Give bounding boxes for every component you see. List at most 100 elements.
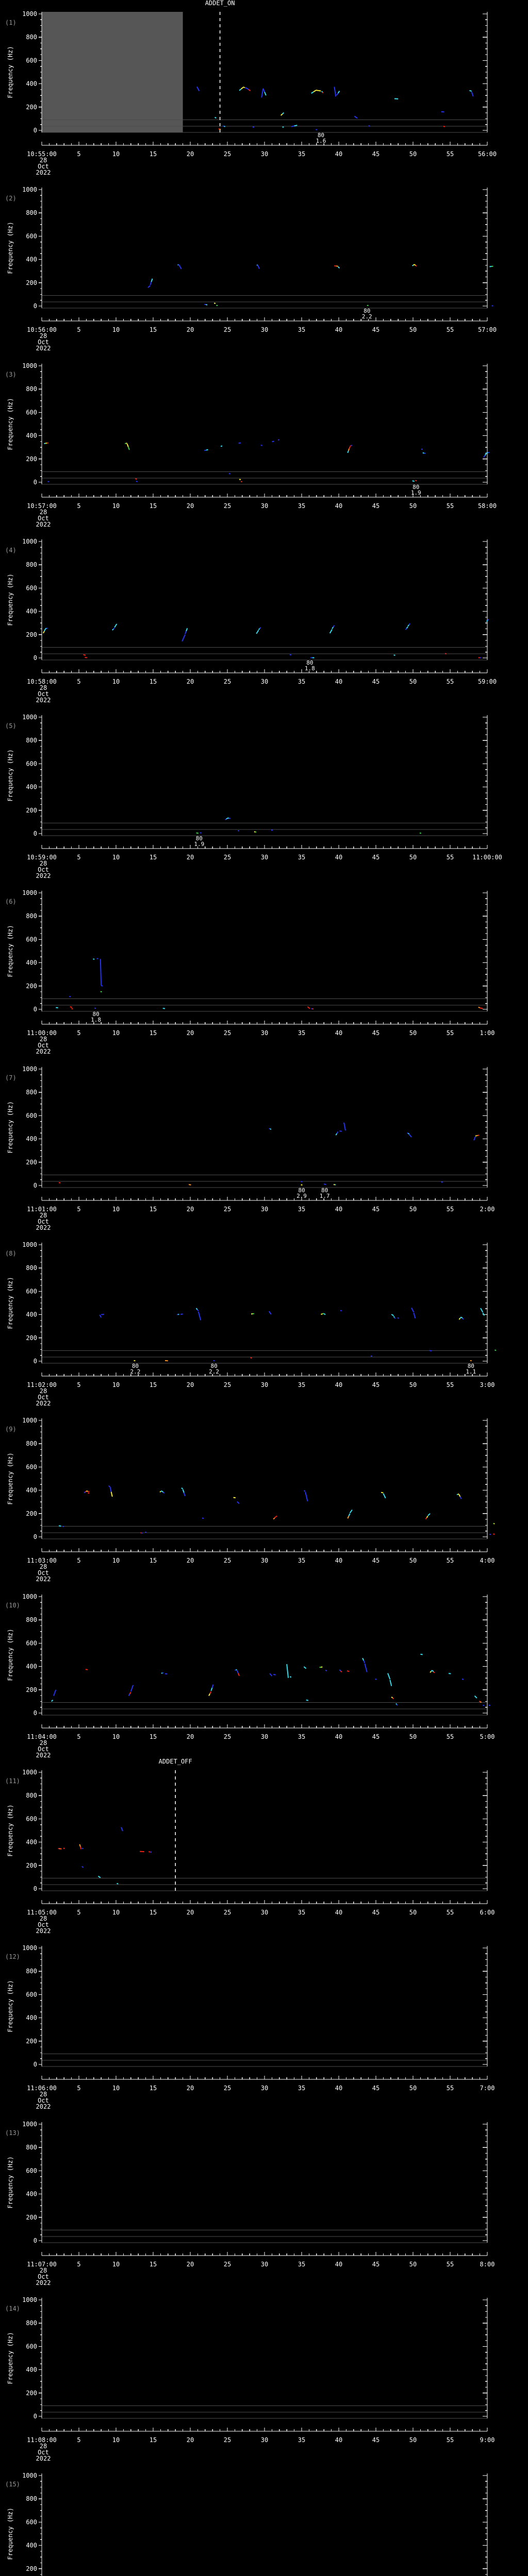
x-tick-label: 15 bbox=[150, 2084, 157, 2092]
detector-annotation-line1: 80 bbox=[306, 659, 313, 666]
date-label-line: 28 bbox=[40, 2443, 47, 2450]
x-tick-label: 50 bbox=[409, 502, 417, 510]
y-tick-label: 800 bbox=[26, 1264, 37, 1272]
detection-mark bbox=[478, 1007, 480, 1008]
y-axis-title: Frequency (Hz) bbox=[7, 573, 14, 625]
spectrogram-panel-8: 0 200 400 600 800 1000 5 10 15 20 25 30 35 40 45 50 55 11… bbox=[0, 1231, 528, 1407]
x-tick-label: 30 bbox=[261, 150, 268, 158]
panel-index-label: (14) bbox=[5, 2305, 20, 2312]
x-tick-label: 20 bbox=[187, 1909, 194, 1916]
detection-mark bbox=[256, 632, 258, 634]
spectrogram-panel-15: 0200400600800100051015202530354045505511… bbox=[0, 2462, 528, 2576]
x-tick-label: 25 bbox=[224, 326, 231, 333]
detection-mark bbox=[183, 634, 186, 638]
detection-mark bbox=[480, 1308, 484, 1313]
y-axis-title: Frequency (Hz) bbox=[7, 2332, 14, 2384]
y-tick-label: 400 bbox=[26, 256, 37, 263]
date-label-line: Oct bbox=[38, 690, 49, 698]
detection-mark bbox=[85, 1490, 87, 1493]
x-tick-label: 25 bbox=[224, 2436, 231, 2444]
detector-annotation-line2: 2.9 bbox=[296, 1193, 307, 1199]
detection-mark bbox=[204, 303, 206, 306]
detection-mark bbox=[224, 126, 225, 127]
x-tick-label: 50 bbox=[409, 1029, 417, 1037]
x-tick-label: 20 bbox=[187, 1733, 194, 1740]
masked-region bbox=[42, 12, 183, 132]
x-tick-label: 10 bbox=[112, 326, 120, 333]
date-label-line: 28 bbox=[40, 509, 47, 516]
x-tick-label: 50 bbox=[409, 2261, 417, 2268]
x-tick-label: 55 bbox=[447, 1206, 454, 1213]
detection-mark bbox=[457, 1493, 459, 1495]
detection-mark bbox=[238, 442, 241, 444]
x-tick-label: 50 bbox=[409, 1206, 417, 1213]
detection-mark bbox=[322, 1313, 324, 1315]
y-tick-label: 800 bbox=[26, 2319, 37, 2327]
date-label-line: Oct bbox=[38, 866, 49, 873]
detection-mark bbox=[301, 1181, 303, 1182]
detection-mark bbox=[110, 1492, 113, 1497]
x-end-time-label: 6:00 bbox=[480, 1909, 495, 1916]
detection-mark bbox=[411, 264, 414, 266]
detection-mark bbox=[337, 91, 340, 94]
detection-mark bbox=[209, 1691, 212, 1694]
y-tick-label: 400 bbox=[26, 959, 37, 967]
detection-mark bbox=[405, 628, 407, 630]
x-tick-label: 10 bbox=[112, 1029, 120, 1037]
y-axis-title: Frequency (Hz) bbox=[7, 46, 14, 98]
x-start-time-label: 10:56:00 bbox=[27, 326, 57, 333]
x-tick-label: 30 bbox=[261, 2436, 268, 2444]
x-tick-label: 45 bbox=[372, 1909, 380, 1916]
date-label-line: Oct bbox=[38, 1745, 49, 1753]
x-tick-label: 50 bbox=[409, 326, 417, 333]
x-tick-label: 10 bbox=[112, 1733, 120, 1740]
panel-index-label: (12) bbox=[5, 1953, 20, 1960]
y-tick-label: 400 bbox=[26, 1311, 37, 1318]
detection-mark bbox=[150, 281, 152, 285]
x-tick-label: 25 bbox=[224, 1029, 231, 1037]
detection-mark bbox=[79, 1844, 81, 1847]
detection-mark bbox=[433, 1671, 435, 1673]
detection-mark bbox=[63, 1848, 65, 1850]
y-tick-label: 200 bbox=[26, 455, 37, 463]
x-tick-label: 35 bbox=[298, 1029, 305, 1037]
x-tick-label: 5 bbox=[77, 854, 80, 861]
y-tick-label: 200 bbox=[26, 2565, 37, 2572]
detection-mark bbox=[362, 1657, 365, 1661]
x-tick-label: 15 bbox=[150, 678, 157, 685]
x-tick-label: 35 bbox=[298, 678, 305, 685]
y-tick-label: 600 bbox=[26, 1112, 37, 1119]
detections-group bbox=[56, 958, 483, 1010]
detection-mark bbox=[53, 1692, 56, 1696]
panel-index-label: (6) bbox=[5, 898, 16, 905]
date-label-line: 2022 bbox=[36, 1575, 51, 1583]
date-label-line: 28 bbox=[40, 1387, 47, 1395]
y-tick-label: 1000 bbox=[22, 1593, 37, 1600]
y-tick-label: 400 bbox=[26, 784, 37, 791]
y-axis-title: Frequency (Hz) bbox=[7, 1629, 14, 1681]
y-axis-title: Frequency (Hz) bbox=[7, 1452, 14, 1504]
y-tick-label: 1000 bbox=[22, 2121, 37, 2128]
detection-mark bbox=[336, 93, 339, 96]
detection-mark bbox=[236, 1670, 239, 1673]
x-tick-label: 45 bbox=[372, 678, 380, 685]
detection-mark bbox=[325, 1669, 327, 1672]
detection-mark bbox=[42, 631, 45, 634]
x-tick-label: 20 bbox=[187, 2261, 194, 2268]
x-tick-label: 45 bbox=[372, 326, 380, 333]
y-tick-label: 800 bbox=[26, 1968, 37, 1975]
detection-mark bbox=[79, 1846, 82, 1850]
x-tick-label: 30 bbox=[261, 1733, 268, 1740]
detection-mark bbox=[432, 1670, 434, 1672]
x-tick-label: 25 bbox=[224, 1557, 231, 1564]
detection-mark bbox=[151, 278, 153, 282]
detector-annotation-line2: 2.2 bbox=[362, 313, 372, 320]
x-tick-label: 20 bbox=[187, 502, 194, 510]
x-tick-label: 40 bbox=[335, 1206, 342, 1213]
date-label-line: 2022 bbox=[36, 1752, 51, 1759]
panel-plot: 0 200 400 600 800 1000 5 10 15 20 25 30 35 40 45 50 55 11… bbox=[5, 1944, 494, 2110]
detection-mark bbox=[336, 1131, 339, 1134]
detection-mark bbox=[478, 1701, 481, 1702]
x-end-time-label: 58:00 bbox=[478, 502, 497, 510]
detection-mark bbox=[303, 1490, 306, 1492]
